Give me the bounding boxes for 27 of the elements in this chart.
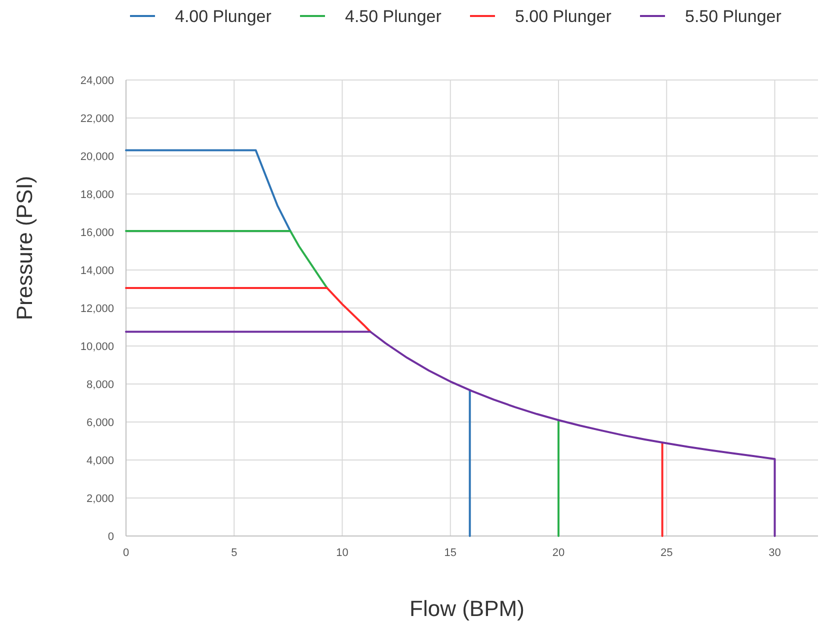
y-tick-label: 24,000 xyxy=(80,74,114,87)
y-tick-label: 8,000 xyxy=(86,378,114,391)
x-tick-label: 0 xyxy=(122,547,130,559)
line-series xyxy=(125,330,776,537)
y-tick-label: 6,000 xyxy=(86,416,114,429)
legend-label: 4.50 Plunger xyxy=(345,6,442,26)
x-axis-title: Flow (BPM) xyxy=(410,596,524,621)
y-tick-label: 14,000 xyxy=(80,264,114,277)
y-tick-label: 18,000 xyxy=(80,188,114,201)
y-tick-label: 22,000 xyxy=(80,112,114,125)
x-tick-label: 25 xyxy=(660,547,673,559)
y-tick-label: 16,000 xyxy=(80,226,114,239)
x-tick-label: 30 xyxy=(768,547,781,559)
x-tick-label: 15 xyxy=(444,547,456,559)
x-tick-label: 20 xyxy=(552,547,565,559)
y-tick-label: 2,000 xyxy=(86,492,114,505)
legend-label: 5.50 Plunger xyxy=(685,6,782,26)
y-tick-label: 20,000 xyxy=(80,150,114,163)
x-tick-label: 10 xyxy=(336,547,348,559)
y-axis-title: Pressure (PSI) xyxy=(12,176,37,320)
y-tick-label: 4,000 xyxy=(86,454,114,467)
legend-label: 5.00 Plunger xyxy=(515,6,612,26)
y-tick-label: 0 xyxy=(108,530,114,543)
y-tick-label: 12,000 xyxy=(80,302,114,315)
x-tick-label: 5 xyxy=(231,547,238,559)
legend-label: 4.00 Plunger xyxy=(175,6,272,26)
y-tick-label: 10,000 xyxy=(80,340,114,353)
